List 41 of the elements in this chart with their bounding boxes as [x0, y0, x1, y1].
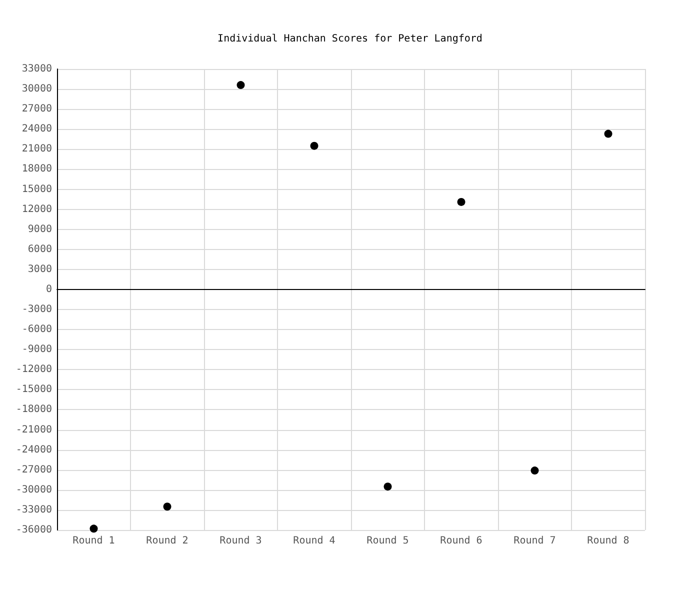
- x-tick-label: Round 6: [440, 536, 482, 546]
- point: [384, 482, 392, 491]
- y-tick-label: 33000: [22, 64, 52, 74]
- y-tick-label: -18000: [16, 404, 52, 416]
- y-tick-label: 0: [46, 284, 52, 295]
- y-tick-label: 3000: [28, 264, 52, 275]
- x-tick-label: Round 8: [587, 536, 630, 546]
- point: [457, 198, 466, 206]
- y-tick-label: -30000: [16, 484, 52, 496]
- x-tick-label: Round 5: [366, 536, 409, 546]
- x-tick-label: Round 2: [146, 536, 188, 546]
- y-tick-label: -9000: [22, 344, 52, 356]
- x-tick-label: Round 4: [293, 536, 336, 546]
- y-tick-label: -24000: [16, 444, 52, 456]
- y-tick-label: -12000: [16, 364, 52, 376]
- y-tick-label: 12000: [22, 204, 52, 215]
- y-tick-label: -27000: [16, 464, 52, 476]
- y-tick-label: 15000: [22, 184, 52, 195]
- y-tick-label: -3000: [22, 304, 52, 316]
- y-tick-label: 18000: [22, 164, 52, 175]
- point: [604, 130, 612, 138]
- point: [90, 524, 98, 533]
- x-tick-label: Round 3: [220, 536, 262, 546]
- y-tick-label: 9000: [28, 224, 52, 235]
- chart-title: Individual Hanchan Scores for Peter Langford: [218, 34, 482, 44]
- point: [530, 466, 539, 475]
- x-tick-label: Round 1: [72, 536, 115, 546]
- y-tick-label: -36000: [16, 524, 52, 536]
- y-tick-label: -6000: [22, 324, 52, 336]
- point: [236, 81, 245, 90]
- y-tick-label: -15000: [16, 384, 52, 396]
- y-tick-label: 27000: [22, 104, 52, 115]
- y-tick-label: 30000: [22, 84, 52, 95]
- point: [310, 142, 318, 150]
- y-tick-label: -33000: [16, 504, 52, 516]
- point: [163, 502, 172, 511]
- y-tick-label: -21000: [16, 424, 52, 436]
- y-tick-label: 6000: [28, 244, 52, 255]
- x-tick-label: Round 7: [514, 536, 556, 546]
- y-tick-label: 24000: [22, 124, 52, 135]
- y-tick-label: 21000: [22, 144, 52, 155]
